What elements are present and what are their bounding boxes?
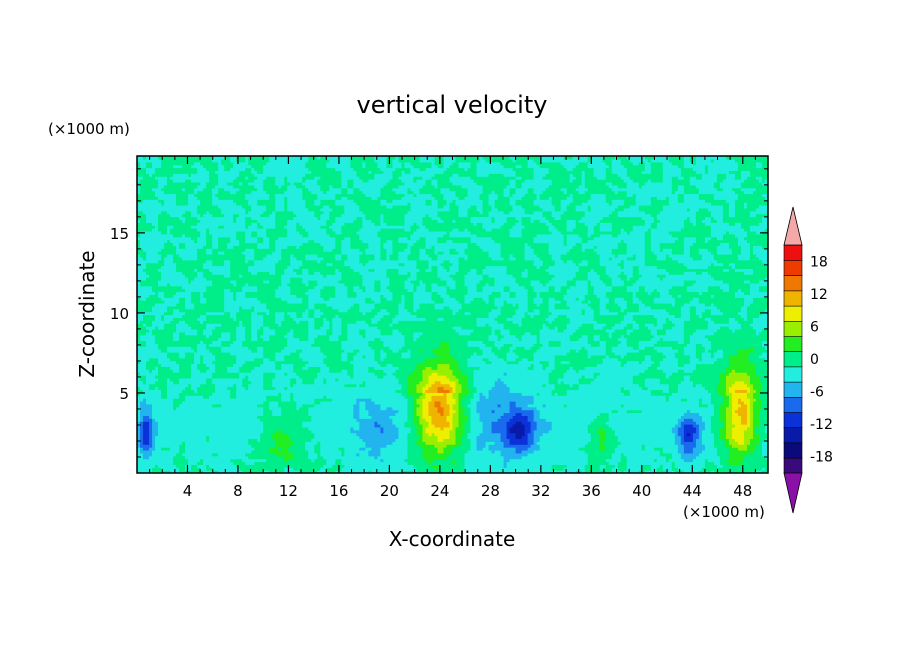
y-unit-label: (×1000 m) bbox=[48, 120, 130, 138]
heatmap-field bbox=[137, 156, 769, 474]
chart-title: vertical velocity bbox=[357, 91, 548, 119]
